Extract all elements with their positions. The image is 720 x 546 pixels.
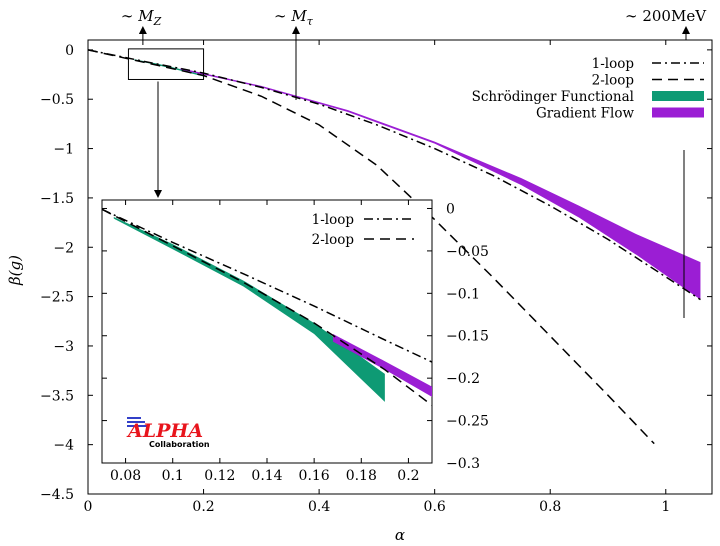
main-y-tick-label: −1.5 [40,191,74,207]
main-1-loop-line [88,49,701,301]
inset-y-tick-label: −0.05 [446,244,489,260]
inset-frame [101,199,433,464]
inset-plot: 0.08 0.1 0.12 0.14 0.16 0.18 0.2 0 −0.05 −0.1 −0.1… [101,199,489,484]
alpha-collaboration-logo: ALPHA Collaboration [126,417,210,449]
inset-legend-label-1-loop: 1-loop [312,212,354,228]
inset-x-tick-label: 0.08 [110,468,141,484]
inset-x-tick-label: 0.2 [397,468,419,484]
inset-y-tick-label: −0.3 [446,456,480,472]
inset-x-tick-label: 0.16 [299,468,330,484]
main-y-tick-label: −3.5 [40,388,74,404]
main-x-tick-label: 0.2 [192,499,214,515]
inset-y-tick-label: −0.15 [446,329,489,345]
inset-x-tick-label: 0.14 [251,468,282,484]
inset-y-tick-label: −0.1 [446,286,480,302]
inset-gradient-flow-band [333,334,432,397]
main-legend-label-gradient-flow: Gradient Flow [536,106,634,122]
main-series-group [88,49,701,445]
main-legend-label-schr-dinger-functional: Schrödinger Functional [472,89,634,105]
inset-y-tick-label: 0 [446,201,455,217]
main-y-tick-label: −2 [53,240,74,256]
logo-main-text: ALPHA [126,420,203,442]
main-2-loop-line [88,49,655,445]
main-legend-label-2-loop: 2-loop [592,73,634,89]
logo-sub-text: Collaboration [149,440,210,449]
main-y-tick-label: −4 [53,438,74,454]
annotation-label-1: ∼ MZ [121,7,162,28]
inset-x-tick-label: 0.12 [204,468,235,484]
main-x-tick-label: 0.6 [424,499,446,515]
logo-bar-1 [127,417,141,419]
main-y-tick-label: −2.5 [40,290,74,306]
main-legend-label-1-loop: 1-loop [592,56,634,72]
annotation-label-3: ∼ 200MeV [625,7,707,25]
main-x-tick-label: 0 [84,499,93,515]
main-legend-key-gradient-flow [652,107,704,118]
inset-y-tick-label: −0.2 [446,371,480,387]
inset-1-loop-line [102,208,432,363]
inset-legend-label-2-loop: 2-loop [312,232,354,248]
x-axis-title: α [395,526,405,544]
main-y-tick-label: −3 [53,339,74,355]
inset-2-loop-line [102,208,432,406]
inset-series-group [102,208,432,406]
logo-bar-3 [127,425,147,427]
main-x-tick-label: 0.8 [539,499,561,515]
inset-x-tick-label: 0.18 [346,468,377,484]
main-y-tick-label: −4.5 [40,487,74,503]
y-axis-title: β(g) [6,255,24,286]
main-legend-key-schr-dinger-functional [652,91,704,101]
logo-bar-2 [127,421,145,423]
main-x-tick-label: 1 [661,499,670,515]
inset-y-tick-label: −0.25 [446,414,489,430]
annotation-label-2: ∼ Mτ [274,7,314,28]
main-y-tick-label: −1 [53,142,74,158]
main-y-tick-label: −0.5 [40,92,74,108]
inset-x-tick-label: 0.1 [162,468,184,484]
zoom-region-box [127,48,205,80]
main-x-tick-label: 0.4 [308,499,330,515]
main-y-tick-label: 0 [65,43,74,59]
